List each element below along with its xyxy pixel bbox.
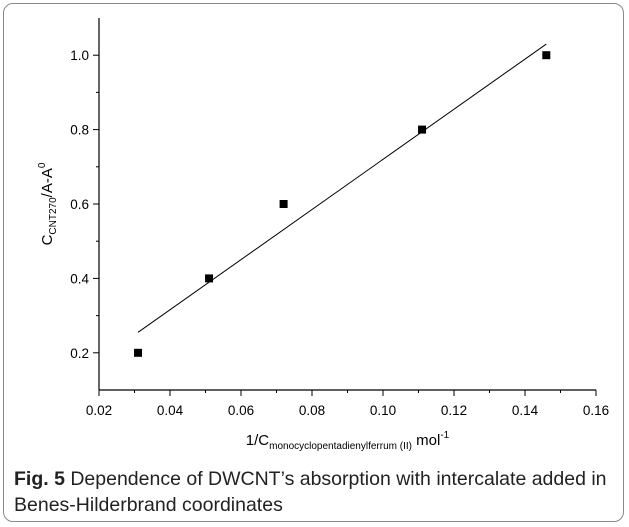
- figure-caption: Fig. 5 Dependence of DWCNT’s absorption …: [14, 466, 614, 518]
- y-tick-label: 0.2: [70, 346, 89, 361]
- data-point: [418, 125, 427, 134]
- x-axis-label: 1/Cmonocyclopentadienylferrum (II) mol-1: [246, 430, 450, 452]
- figure-frame: [3, 3, 624, 522]
- figure-label: Fig. 5: [14, 468, 65, 490]
- data-points: [134, 51, 551, 357]
- y-axis-label: CCNT270/A-A0: [37, 162, 59, 245]
- x-tick-label: 0.04: [157, 403, 184, 418]
- data-point: [542, 51, 551, 60]
- axes: [98, 18, 596, 391]
- y-ticks: 0.2 0.4 0.6 0.8 1.0: [70, 48, 99, 361]
- x-tick-label: 0.12: [441, 403, 467, 418]
- x-tick-label: 0.14: [512, 403, 539, 418]
- x-tick-label: 0.10: [370, 403, 396, 418]
- x-tick-label: 0.02: [86, 403, 112, 418]
- y-tick-label: 0.4: [70, 271, 89, 286]
- caption-text: Dependence of DWCNT’s absorption with in…: [14, 468, 607, 516]
- scatter-chart: 0.02 0.04 0.06 0.08 0.10 0.12 0.14 0.16 0.20.40…: [37, 18, 609, 452]
- fit-line: [137, 43, 547, 333]
- data-point: [134, 348, 143, 357]
- y-tick-label: 1.0: [70, 48, 89, 63]
- y-tick-label: 0.6: [70, 197, 89, 212]
- y-tick-label: 0.8: [70, 123, 89, 138]
- x-ticks: 0.02 0.04 0.06 0.08 0.10 0.12 0.14 0.16: [86, 390, 609, 418]
- x-tick-label: 0.08: [299, 403, 325, 418]
- x-tick-label: 0.16: [583, 403, 609, 418]
- data-point: [205, 274, 214, 283]
- x-tick-label: 0.06: [228, 403, 254, 418]
- data-point: [279, 200, 288, 208]
